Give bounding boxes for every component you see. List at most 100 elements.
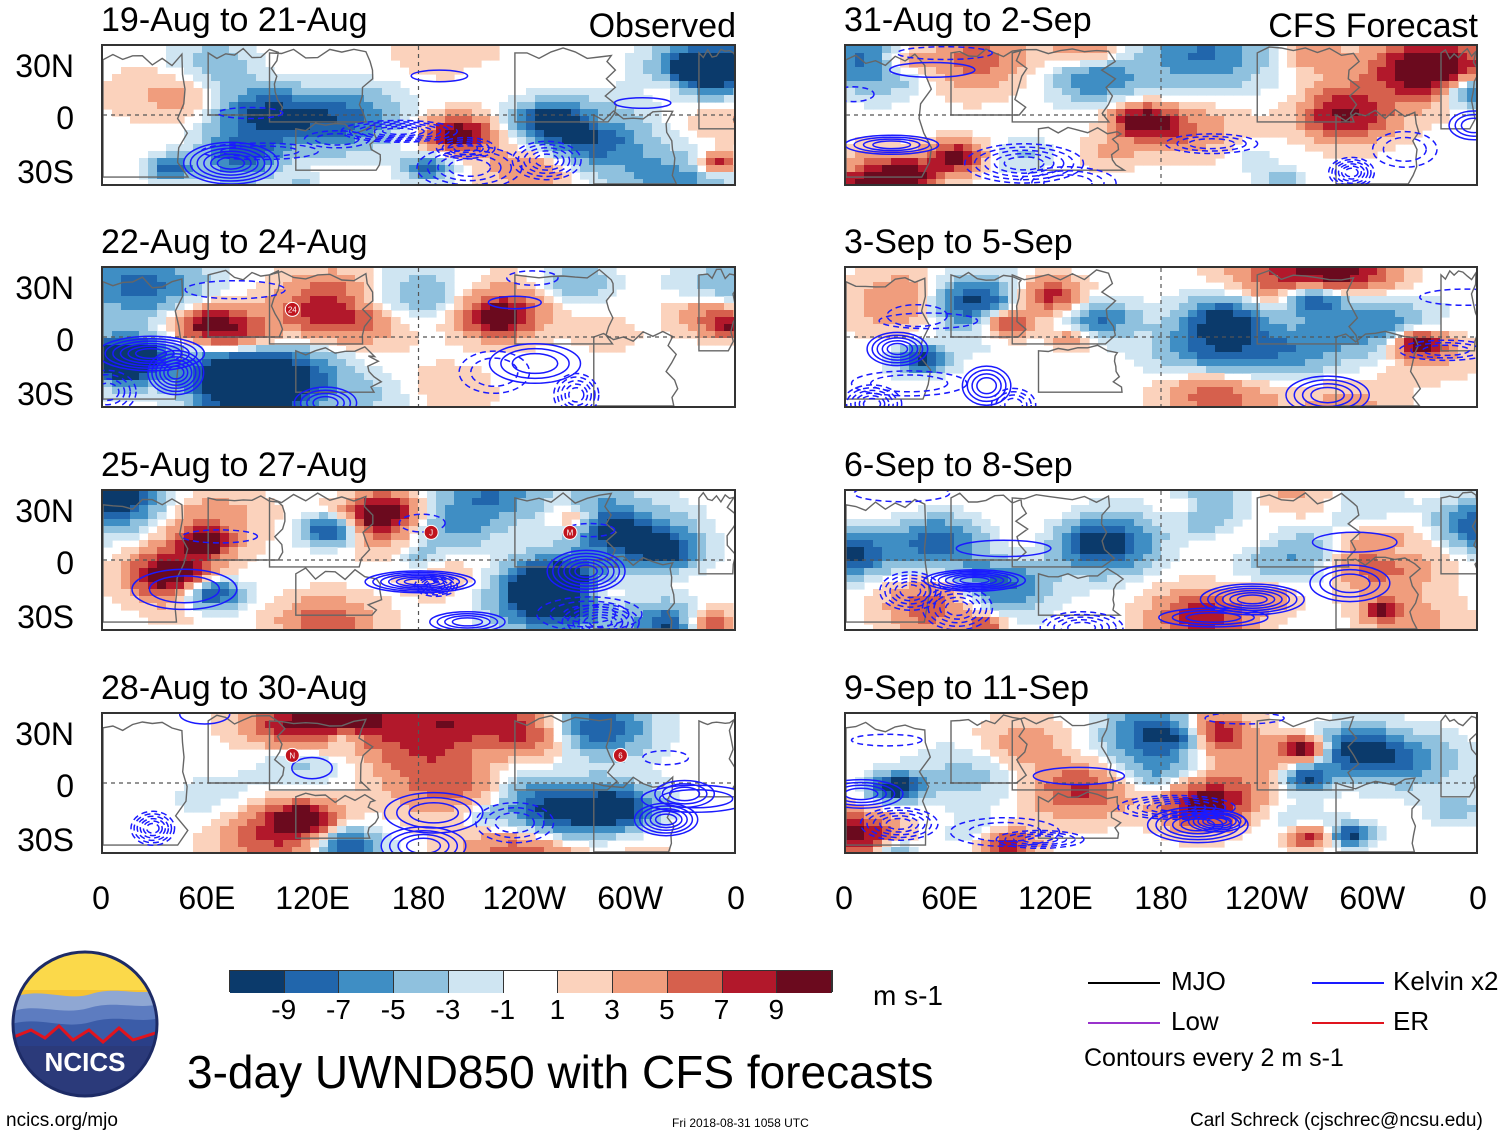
colorbar-swatch [613,971,668,993]
storm-marker: N [284,747,300,763]
colorbar-tick-label: -9 [271,994,297,1025]
footer-left[interactable]: ncics.org/mjo [6,1110,118,1131]
colorbar-swatch [722,971,778,993]
legend-note: Contours every 2 m s-1 [1084,1044,1344,1072]
x-tick-label: 180 [391,880,446,916]
panel-tag: Observed [588,7,736,45]
coastlines [103,268,734,406]
kelvin-contours [853,491,1398,629]
panel-title: 22-Aug to 24-Aug [101,223,368,261]
coastlines [846,714,1476,852]
coastlines [846,491,1476,629]
y-tick-label: 30S [17,154,74,190]
panel-title: 31-Aug to 2-Sep [844,1,1092,39]
kelvin-contours [130,714,734,852]
x-tick-label: 0 [92,880,110,916]
x-tick-label: 120W [1224,880,1309,916]
map-panel: 24 [101,266,736,408]
footer-right: Carl Schreck (cjschrec@ncsu.edu) [1190,1110,1483,1131]
kelvin-contours [846,714,1285,850]
x-tick-label: 60E [921,880,979,916]
colorbar-tick-label: 3 [604,994,620,1025]
colorbar-tick-label: 9 [768,994,785,1025]
wind-anomaly-field [103,46,734,184]
x-tick-label: 120W [482,880,567,916]
storm-marker: M [562,524,578,540]
storm-marker: 6 [612,747,628,763]
y-tick-label: 30S [17,376,74,412]
svg-text:M: M [567,528,574,537]
colorbar-tick-label: 1 [549,994,566,1025]
legend-label-kelvin: Kelvin x2 [1393,966,1499,996]
x-tick-label: 60W [597,880,664,916]
colorbar-units: m s-1 [873,980,943,1011]
y-tick-label: 0 [56,768,74,804]
colorbar-swatch [503,971,559,993]
coastlines [846,269,1476,406]
colorbar-swatch [230,971,285,993]
x-tick-label: 0 [835,880,853,916]
colorbar [229,970,833,993]
y-tick-label: 0 [56,545,74,581]
colorbar-swatch [777,971,832,993]
chart-title: 3-day UWND850 with CFS forecasts [187,1046,934,1098]
storm-marker: J [423,524,439,540]
y-tick-label: 30N [15,716,74,752]
map-panel [101,44,736,186]
coastlines [846,46,1476,184]
colorbar-swatch [394,971,449,993]
panel-title: 6-Sep to 8-Sep [844,446,1073,484]
map-panel [844,489,1478,631]
y-tick-label: 30S [17,822,74,858]
x-tick-label: 120E [1017,880,1093,916]
svg-text:6: 6 [618,751,623,760]
panel-tag: CFS Forecast [1268,7,1478,45]
svg-text:N: N [289,751,295,760]
x-tick-label: 120E [275,880,351,916]
x-tick-label: 60E [178,880,236,916]
storm-marker: 24 [284,301,300,317]
legend-line-er [1312,1022,1384,1024]
kelvin-contours [846,288,1476,406]
panel-title: 25-Aug to 27-Aug [101,446,368,484]
map-panel [844,44,1478,186]
kelvin-contours [846,46,1476,184]
x-tick-label: 180 [1134,880,1188,916]
coastlines [103,47,734,184]
legend-label-mjo: MJO [1171,966,1226,996]
map-panel [844,266,1478,408]
y-tick-label: 30S [17,599,74,635]
ncics-logo: NCICS [11,950,159,1098]
coastlines [103,491,734,629]
y-tick-label: 0 [56,322,74,358]
wind-anomaly-field [103,268,734,406]
colorbar-swatch [667,971,723,993]
panel-title: 28-Aug to 30-Aug [101,669,368,707]
colorbar-swatch [284,971,340,993]
y-tick-label: 30N [15,493,74,529]
y-tick-label: 30N [15,48,74,84]
wind-anomaly-field [846,268,1476,406]
kelvin-contours [182,69,672,184]
colorbar-labels: -9 -7 -5 -3 -1 1 3 5 7 9 [229,994,833,1030]
panel-title: 3-Sep to 5-Sep [844,223,1073,261]
legend-line-mjo [1088,982,1160,984]
legend-label-low: Low [1171,1006,1219,1036]
colorbar-tick-label: 5 [659,994,675,1025]
colorbar-tick-label: 7 [713,994,730,1025]
colorbar-tick-label: -3 [435,994,461,1025]
y-tick-label: 0 [56,100,74,136]
colorbar-tick-label: -7 [326,994,351,1025]
svg-text:J: J [429,528,433,537]
x-tick-label: 0 [727,880,745,916]
legend-label-er: ER [1393,1006,1430,1036]
x-tick-label: 0 [1469,880,1487,916]
colorbar-swatch [339,971,395,993]
kelvin-contours [103,270,600,406]
panel-title: 9-Sep to 11-Sep [844,669,1090,707]
footer-center: Fri 2018-08-31 1058 UTC [672,1116,809,1130]
colorbar-swatch [558,971,614,993]
colorbar-swatch [448,971,504,993]
legend-line-low [1088,1022,1160,1024]
